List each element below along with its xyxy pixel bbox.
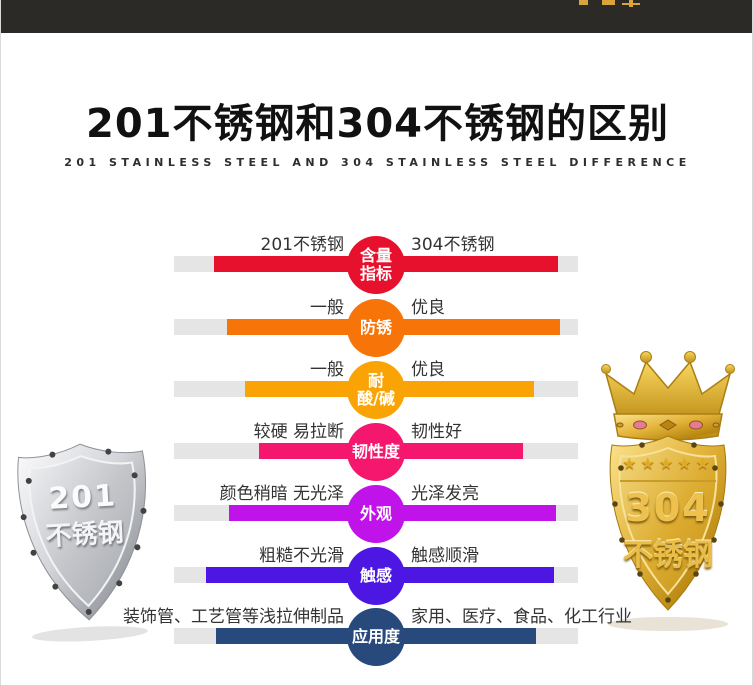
- metric-circle: 外观: [347, 485, 405, 543]
- left-value-label: 一般: [310, 360, 344, 380]
- comparison-row-toughness: 较硬 易拉断 韧性好 韧性度: [1, 417, 752, 487]
- left-value-label: 装饰管、工艺管等浅拉伸制品: [123, 607, 344, 627]
- right-bar: [376, 505, 556, 521]
- metric-circle: 含量 指标: [347, 236, 405, 294]
- right-value-label: 优良: [411, 298, 445, 318]
- left-bar: [206, 567, 376, 583]
- left-value-label: 粗糙不光滑: [259, 546, 344, 566]
- page-subtitle: 201 STAINLESS STEEL AND 304 STAINLESS ST…: [64, 156, 691, 169]
- left-bar: [216, 628, 376, 644]
- right-value-label: 韧性好: [411, 422, 462, 442]
- comparison-row-touch: 粗糙不光滑 触感顺滑 触感: [1, 541, 752, 611]
- cropped-gold-glyph: [579, 0, 588, 5]
- right-bar: [376, 443, 524, 459]
- left-value-label: 一般: [310, 298, 344, 318]
- comparison-row-acid-alkali: 一般 优良 耐 酸/碱: [1, 355, 752, 425]
- left-value-label: 颜色稍暗 无光泽: [219, 484, 344, 504]
- right-product-label: 304不锈钢: [411, 235, 495, 255]
- bar-track: [174, 381, 578, 397]
- right-value-label: 光泽发亮: [411, 484, 479, 504]
- left-value-label: 较硬 易拉断: [253, 422, 344, 442]
- right-value-label: 家用、医疗、食品、化工行业: [411, 607, 632, 627]
- left-bar: [228, 505, 376, 521]
- left-product-label: 201不锈钢: [260, 235, 344, 255]
- comparison-row-rustproof: 一般 优良 防锈: [1, 293, 752, 363]
- right-bar: [376, 567, 554, 583]
- crown-shield-icon: [601, 351, 735, 631]
- right-bar: [376, 628, 536, 644]
- right-value-label: 触感顺滑: [411, 546, 479, 566]
- cropped-gold-glyph: [622, 3, 640, 5]
- page-title: 201不锈钢和304不锈钢的区别: [86, 101, 669, 147]
- metric-circle: 触感: [347, 547, 405, 605]
- badge-number: 304: [625, 486, 711, 530]
- gold-shield-badge: ★★★★★ 304 不锈钢: [584, 348, 752, 633]
- right-bar: [376, 319, 560, 335]
- badge-label: 不锈钢: [623, 538, 713, 573]
- divider-line: [620, 480, 716, 482]
- comparison-row-appearance: 颜色稍暗 无光泽 光泽发亮 外观: [1, 479, 752, 549]
- metric-circle: 耐 酸/碱: [347, 361, 405, 419]
- left-bar: [214, 256, 376, 272]
- left-bar: [258, 443, 376, 459]
- top-dark-bar: [1, 0, 752, 33]
- five-stars: ★★★★★: [622, 454, 714, 473]
- metric-circle: 防锈: [347, 299, 405, 357]
- left-bar: [244, 381, 376, 397]
- cropped-gold-glyph: [602, 0, 615, 5]
- metric-circle: 韧性度: [347, 423, 405, 481]
- silver-shield-badge: 201 不锈钢: [4, 436, 166, 646]
- comparison-row-application: 装饰管、工艺管等浅拉伸制品 家用、医疗、食品、化工行业 应用度: [1, 602, 752, 672]
- left-bar: [226, 319, 376, 335]
- comparison-row-content: 201不锈钢 304不锈钢 含量 指标: [1, 230, 752, 300]
- right-bar: [376, 256, 558, 272]
- metric-circle: 应用度: [347, 608, 405, 666]
- right-bar: [376, 381, 534, 397]
- right-value-label: 优良: [411, 360, 445, 380]
- shield-icon: [17, 443, 148, 642]
